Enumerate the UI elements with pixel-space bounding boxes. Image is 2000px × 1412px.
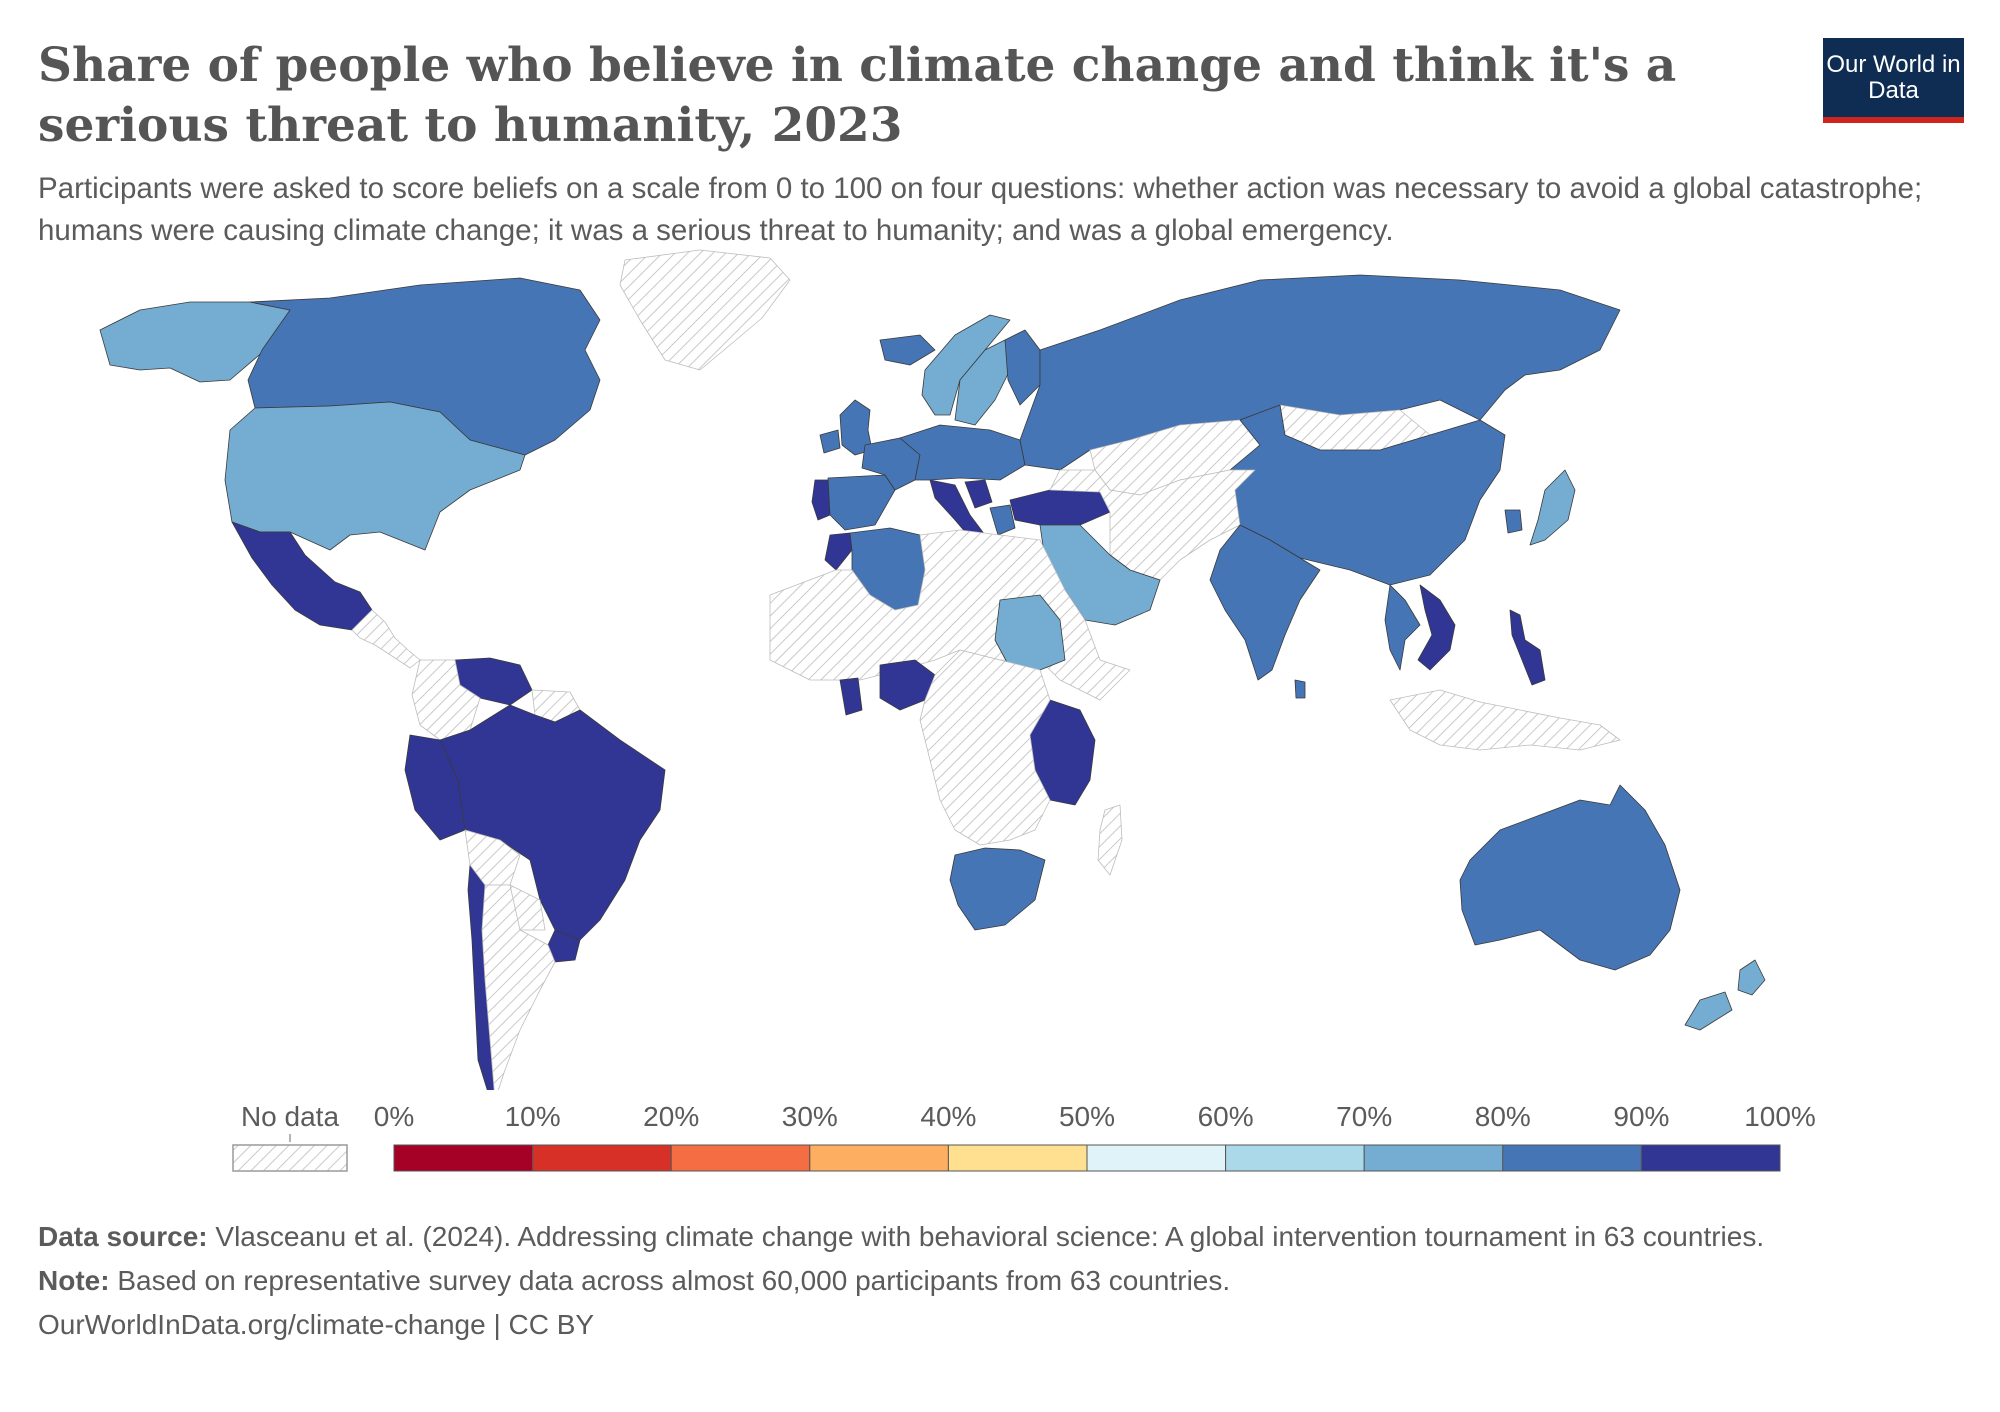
region-thailand[interactable] [1384, 584, 1421, 671]
legend-bins [393, 1144, 1781, 1172]
region-serbia[interactable] [964, 479, 993, 509]
region-mexico[interactable] [231, 521, 373, 631]
legend-bin-0-10[interactable] [393, 1144, 534, 1172]
region-sudan[interactable] [994, 594, 1066, 671]
region-greenland[interactable] [619, 249, 791, 371]
legend-bin-50-60[interactable] [1086, 1144, 1227, 1172]
region-portugal[interactable] [811, 479, 831, 521]
legend-bin-90-100[interactable] [1640, 1144, 1781, 1172]
chart-title: Share of people who believe in climate c… [38, 38, 1677, 153]
region-canada[interactable] [247, 277, 601, 456]
region-greece[interactable] [989, 504, 1016, 536]
legend-bin-80-90[interactable] [1502, 1144, 1642, 1172]
region-south-africa[interactable] [949, 847, 1046, 931]
footer-source: Data source: Vlasceanu et al. (2024). Ad… [38, 1218, 1938, 1256]
note-text: Based on representative survey data acro… [117, 1265, 1231, 1296]
region-uruguay[interactable] [547, 929, 581, 963]
world-map[interactable] [0, 240, 2000, 1090]
legend-bin-60-70[interactable] [1225, 1144, 1365, 1172]
legend-bin-70-80[interactable] [1363, 1144, 1504, 1172]
legend-tick-label: 70% [1336, 1101, 1392, 1132]
source-text: Vlasceanu et al. (2024). Addressing clim… [215, 1221, 1765, 1252]
region-morocco[interactable] [824, 532, 853, 571]
region-south-korea[interactable] [1504, 509, 1523, 534]
legend-tick-label: 0% [374, 1101, 414, 1132]
legend-tick-label: 50% [1059, 1101, 1115, 1132]
footer-url[interactable]: OurWorldInData.org/climate-change | CC B… [38, 1309, 595, 1340]
owid-logo[interactable]: Our World in Data [1823, 38, 1964, 123]
chart-subtitle: Participants were asked to score beliefs… [38, 172, 1923, 247]
logo-text: Our World in Data [1826, 51, 1961, 104]
legend-bin-30-40[interactable] [809, 1144, 949, 1172]
region-sri-lanka[interactable] [1294, 679, 1306, 699]
legend-ticks: 0% 10% 20% 30% 40% 50% 60% 70% 80% 90% 100% [374, 1101, 1816, 1132]
region-united-kingdom[interactable] [839, 399, 873, 456]
region-turkey[interactable] [1009, 489, 1111, 526]
footer: Data source: Vlasceanu et al. (2024). Ad… [38, 1218, 1938, 1350]
legend-no-data-swatch [232, 1144, 348, 1172]
region-middle-east[interactable] [1049, 469, 1256, 581]
region-india[interactable] [1209, 524, 1321, 681]
region-ireland[interactable] [819, 429, 841, 454]
region-japan[interactable] [1529, 469, 1576, 546]
logo-accent-bar [1823, 117, 1964, 123]
region-philippines[interactable] [1509, 609, 1546, 686]
legend-tick-label: 10% [505, 1101, 561, 1132]
region-iceland[interactable] [879, 334, 936, 366]
source-label: Data source: [38, 1221, 208, 1252]
region-argentina[interactable] [481, 884, 556, 1090]
note-label: Note: [38, 1265, 110, 1296]
footer-note: Note: Based on representative survey dat… [38, 1262, 1938, 1300]
legend-bin-20-30[interactable] [670, 1144, 811, 1172]
region-spain[interactable] [827, 474, 896, 531]
region-indonesia[interactable] [1389, 689, 1621, 751]
legend-tick-label: 90% [1613, 1101, 1669, 1132]
legend-no-data-label: No data [241, 1101, 339, 1132]
region-vietnam[interactable] [1417, 584, 1456, 671]
region-finland[interactable] [1004, 329, 1041, 406]
region-sweden[interactable] [954, 339, 1011, 426]
region-ghana[interactable] [839, 677, 863, 716]
map-regions [99, 249, 1766, 1090]
legend-tick-label: 30% [782, 1101, 838, 1132]
legend-bin-10-20[interactable] [532, 1144, 672, 1172]
legend: No data 0% 10% 20% 30% 40% 50% 60% 70% 80% 90% 100… [232, 1101, 1816, 1172]
legend-bin-40-50[interactable] [947, 1144, 1088, 1172]
region-central-and-southern-africa[interactable] [919, 649, 1051, 846]
region-australia[interactable] [1459, 784, 1681, 971]
legend-tick-label: 60% [1198, 1101, 1254, 1132]
region-madagascar[interactable] [1097, 804, 1123, 876]
region-central-europe[interactable] [899, 424, 1026, 481]
legend-tick-label: 20% [643, 1101, 699, 1132]
region-new-zealand[interactable] [1684, 959, 1766, 1031]
legend-tick-label: 40% [920, 1101, 976, 1132]
region-alaska[interactable] [99, 301, 291, 383]
legend-tick-label: 80% [1475, 1101, 1531, 1132]
legend-tick-label: 100% [1744, 1101, 1816, 1132]
